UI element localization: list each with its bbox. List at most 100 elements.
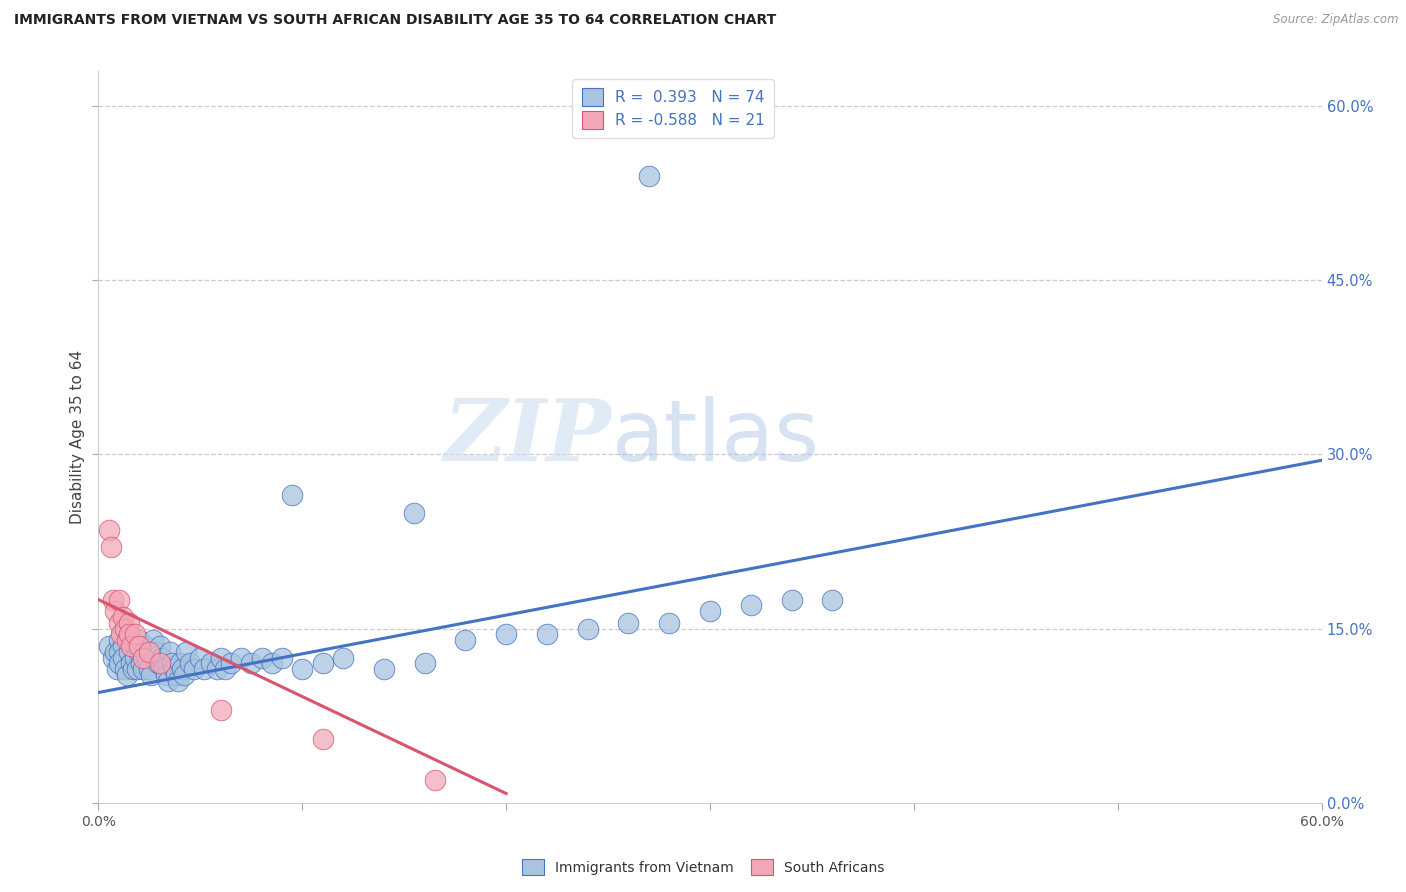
Point — [413, 657, 436, 671]
Point — [111, 610, 134, 624]
Point — [209, 650, 232, 665]
Point — [173, 668, 195, 682]
Point — [104, 645, 127, 659]
Text: ZIP: ZIP — [444, 395, 612, 479]
Point — [129, 657, 152, 671]
Point — [167, 673, 190, 688]
Point — [149, 657, 172, 671]
Point — [141, 668, 163, 682]
Point — [174, 645, 197, 659]
Point — [142, 633, 165, 648]
Point — [120, 657, 142, 671]
Point — [312, 731, 335, 746]
Point — [454, 633, 477, 648]
Point — [128, 639, 150, 653]
Point — [260, 657, 283, 671]
Point — [250, 650, 273, 665]
Point — [111, 639, 134, 653]
Point — [821, 592, 844, 607]
Point — [108, 592, 131, 607]
Point — [124, 627, 146, 641]
Point — [150, 650, 173, 665]
Point — [169, 657, 191, 671]
Point — [740, 599, 762, 613]
Point — [132, 650, 155, 665]
Point — [108, 615, 131, 630]
Point — [188, 650, 212, 665]
Point — [495, 627, 517, 641]
Point — [101, 650, 124, 665]
Point — [124, 639, 146, 653]
Y-axis label: Disability Age 35 to 64: Disability Age 35 to 64 — [69, 350, 84, 524]
Point — [214, 662, 236, 676]
Point — [152, 662, 174, 676]
Point — [149, 639, 172, 653]
Point — [105, 662, 128, 676]
Point — [219, 657, 242, 671]
Point — [118, 627, 141, 641]
Point — [205, 662, 228, 676]
Point — [576, 622, 599, 636]
Point — [193, 662, 215, 676]
Point — [114, 662, 136, 676]
Point — [270, 650, 294, 665]
Point — [114, 622, 136, 636]
Text: Source: ZipAtlas.com: Source: ZipAtlas.com — [1274, 13, 1399, 27]
Point — [115, 668, 138, 682]
Point — [231, 650, 253, 665]
Point — [209, 703, 232, 717]
Point — [423, 772, 446, 787]
Point — [108, 633, 131, 648]
Point — [128, 633, 150, 648]
Point — [118, 645, 141, 659]
Point — [138, 662, 160, 676]
Point — [200, 657, 222, 671]
Point — [118, 633, 141, 648]
Point — [145, 645, 167, 659]
Point — [111, 650, 134, 665]
Text: IMMIGRANTS FROM VIETNAM VS SOUTH AFRICAN DISABILITY AGE 35 TO 64 CORRELATION CHA: IMMIGRANTS FROM VIETNAM VS SOUTH AFRICAN… — [14, 13, 776, 28]
Point — [104, 604, 127, 618]
Point — [156, 673, 179, 688]
Point — [658, 615, 681, 630]
Legend: R =  0.393   N = 74, R = -0.588   N = 21: R = 0.393 N = 74, R = -0.588 N = 21 — [572, 79, 775, 138]
Point — [100, 541, 122, 555]
Point — [138, 645, 160, 659]
Point — [124, 650, 146, 665]
Point — [118, 615, 141, 630]
Point — [373, 662, 395, 676]
Point — [97, 523, 120, 537]
Point — [163, 662, 186, 676]
Point — [536, 627, 558, 641]
Point — [108, 657, 131, 671]
Point — [312, 657, 335, 671]
Point — [134, 639, 156, 653]
Point — [101, 592, 124, 607]
Point — [146, 657, 169, 671]
Point — [108, 645, 131, 659]
Point — [155, 668, 177, 682]
Point — [136, 650, 159, 665]
Point — [110, 627, 132, 641]
Point — [127, 662, 149, 676]
Point — [120, 639, 142, 653]
Point — [780, 592, 803, 607]
Point — [291, 662, 314, 676]
Point — [332, 650, 354, 665]
Point — [281, 488, 304, 502]
Point — [132, 662, 155, 676]
Text: atlas: atlas — [612, 395, 820, 479]
Point — [404, 506, 426, 520]
Point — [638, 169, 661, 183]
Point — [179, 657, 201, 671]
Point — [115, 633, 138, 648]
Point — [183, 662, 205, 676]
Point — [160, 657, 183, 671]
Point — [170, 662, 193, 676]
Point — [699, 604, 721, 618]
Point — [128, 645, 150, 659]
Point — [122, 662, 145, 676]
Point — [165, 668, 187, 682]
Point — [97, 639, 120, 653]
Point — [240, 657, 263, 671]
